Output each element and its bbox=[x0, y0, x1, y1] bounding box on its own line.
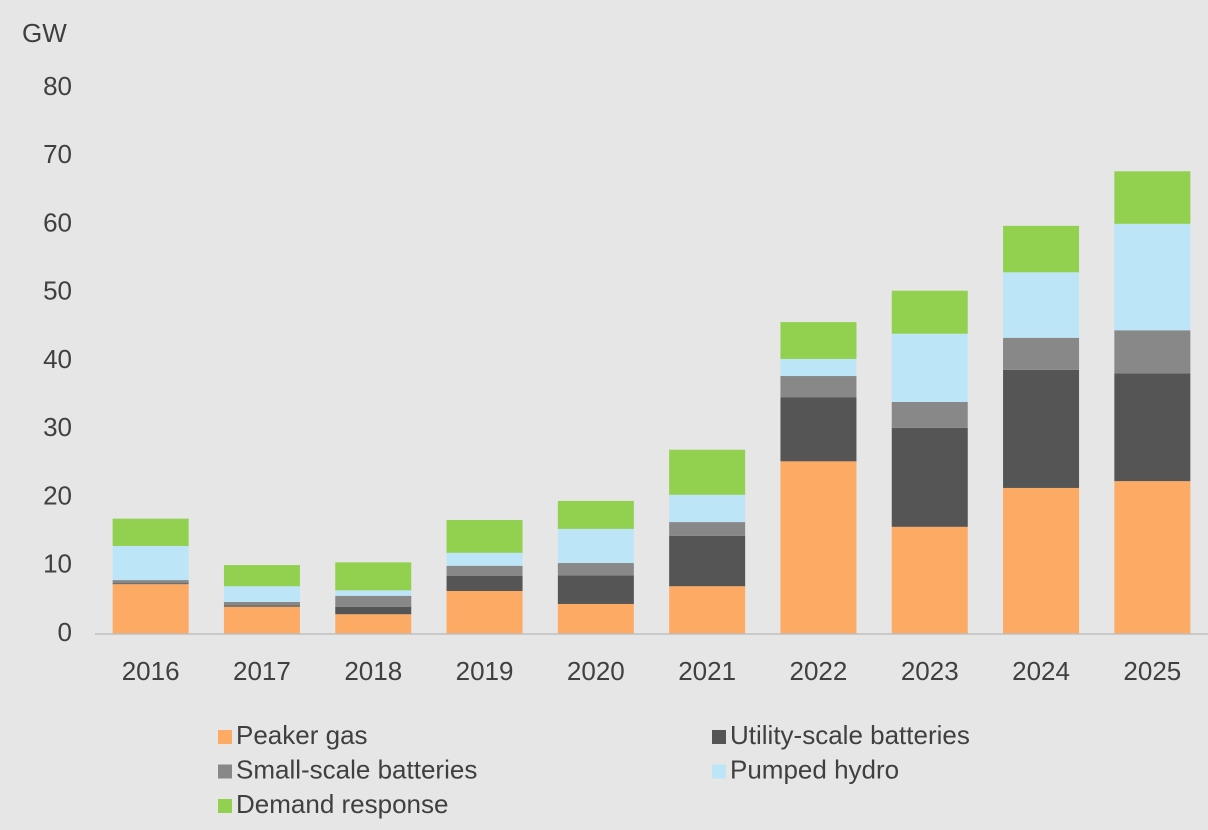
legend-label: Demand response bbox=[236, 789, 448, 819]
legend-swatch bbox=[712, 764, 726, 779]
bar-segment bbox=[112, 583, 189, 585]
x-tick-label: 2017 bbox=[233, 656, 291, 686]
bar-segment bbox=[1114, 373, 1191, 482]
y-tick-label: 70 bbox=[43, 139, 72, 169]
x-tick-label: 2022 bbox=[790, 656, 848, 686]
bar-segment bbox=[780, 461, 857, 634]
bar-segment bbox=[780, 376, 857, 398]
bar-segment bbox=[1003, 487, 1080, 634]
bar-segment bbox=[446, 565, 523, 576]
x-tick-label: 2018 bbox=[344, 656, 402, 686]
bar-segment bbox=[1114, 171, 1191, 224]
bar-segment bbox=[557, 528, 634, 564]
bar-segment bbox=[223, 605, 300, 607]
y-tick-label: 10 bbox=[43, 549, 72, 579]
y-tick-label: 20 bbox=[43, 480, 72, 510]
bar-segment bbox=[557, 563, 634, 576]
bar-segment bbox=[1114, 223, 1191, 331]
x-tick-label: 2021 bbox=[678, 656, 736, 686]
bar-segment bbox=[1003, 225, 1080, 273]
bar-segment bbox=[1114, 481, 1191, 634]
bar-segment bbox=[891, 427, 968, 527]
y-tick-label: 40 bbox=[43, 344, 72, 374]
legend-label: Peaker gas bbox=[236, 720, 368, 750]
bar-segment bbox=[780, 322, 857, 359]
bar-segment bbox=[669, 449, 746, 495]
bar-segment bbox=[335, 590, 412, 596]
bar-segment bbox=[1003, 369, 1080, 488]
y-tick-label: 30 bbox=[43, 412, 72, 442]
bar-segment bbox=[891, 526, 968, 634]
bar-segment bbox=[780, 397, 857, 462]
bar-segment bbox=[780, 358, 857, 377]
bar-segment bbox=[1003, 272, 1080, 338]
bar-segment bbox=[669, 586, 746, 634]
bar-segment bbox=[669, 522, 746, 536]
bar-segment bbox=[223, 606, 300, 634]
x-tick-label: 2025 bbox=[1123, 656, 1181, 686]
bar-segment bbox=[557, 603, 634, 634]
bar-segment bbox=[335, 614, 412, 634]
bar-segment bbox=[446, 575, 523, 592]
bar-segment bbox=[557, 500, 634, 529]
legend-label: Pumped hydro bbox=[730, 754, 899, 784]
bar-segment bbox=[446, 520, 523, 553]
y-axis-label: GW bbox=[22, 18, 67, 48]
x-tick-label: 2019 bbox=[456, 656, 514, 686]
y-tick-label: 80 bbox=[43, 71, 72, 101]
bar-segment bbox=[1114, 330, 1191, 374]
bar-segment bbox=[1003, 337, 1080, 370]
bar-segment bbox=[112, 580, 189, 584]
legend-label: Utility-scale batteries bbox=[730, 720, 970, 750]
bar-segment bbox=[112, 518, 189, 546]
bar-segment bbox=[446, 591, 523, 634]
y-tick-label: 60 bbox=[43, 207, 72, 237]
bar-segment bbox=[557, 575, 634, 604]
bar-segment bbox=[112, 584, 189, 634]
legend-swatch bbox=[218, 730, 232, 744]
legend-label: Small-scale batteries bbox=[236, 754, 477, 784]
y-tick-label: 50 bbox=[43, 276, 72, 306]
bar-segment bbox=[891, 333, 968, 402]
x-tick-label: 2016 bbox=[122, 656, 180, 686]
bar-segment bbox=[223, 565, 300, 587]
bar-segment bbox=[335, 595, 412, 607]
bar-segment bbox=[891, 401, 968, 428]
y-tick-label: 0 bbox=[58, 617, 72, 647]
bar-segment bbox=[335, 562, 412, 591]
bar-segment bbox=[223, 601, 300, 606]
bar-segment bbox=[335, 606, 412, 615]
bar-segment bbox=[669, 535, 746, 587]
bar-segment bbox=[891, 290, 968, 334]
bar-segment bbox=[112, 545, 189, 581]
legend-swatch bbox=[218, 799, 232, 813]
x-tick-label: 2023 bbox=[901, 656, 959, 686]
legend-swatch bbox=[712, 730, 726, 744]
legend-swatch bbox=[218, 764, 232, 779]
bar-segment bbox=[223, 586, 300, 602]
bar-segment bbox=[669, 494, 746, 523]
x-tick-label: 2020 bbox=[567, 656, 625, 686]
x-tick-label: 2024 bbox=[1012, 656, 1070, 686]
bar-segment bbox=[446, 552, 523, 566]
